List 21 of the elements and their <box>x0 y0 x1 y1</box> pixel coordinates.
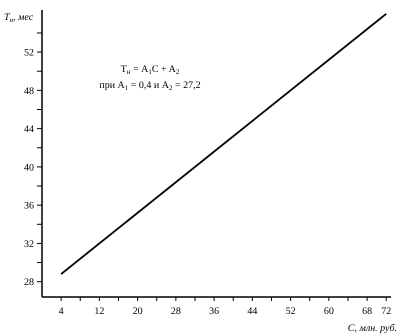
y-tick-label: 52 <box>24 48 34 59</box>
y-tick-label: 32 <box>24 238 34 250</box>
x-tick-label: 72 <box>381 306 392 317</box>
y-tick-label: 40 <box>24 162 34 174</box>
x-tick-label: 44 <box>247 306 258 317</box>
x-tick-label: 12 <box>94 306 104 317</box>
annotation: при A$_{1}$ = 0,4 и A$_{2}$ = 27,2 <box>99 80 201 92</box>
x-tick-label: 4 <box>58 306 64 317</box>
y-axis-title: T$_{н}$, мес <box>4 12 34 24</box>
y-tick-label: 36 <box>24 200 34 212</box>
x-tick-label: 52 <box>286 306 296 317</box>
x-tick-label: 60 <box>324 306 334 317</box>
x-tick-label: 68 <box>362 306 372 317</box>
y-tick-label: 48 <box>24 86 34 97</box>
x-tick-label: 28 <box>170 306 181 317</box>
x-tick-label: 36 <box>209 306 220 317</box>
y-tick-label: 28 <box>24 277 34 288</box>
y-tick-label: 44 <box>24 124 34 136</box>
annotation: T$_{н}$ = A$_{1}$C + A$_{2}$ <box>120 64 180 76</box>
x-tick-label: 20 <box>132 306 143 317</box>
x-axis-title: C, млн. руб. <box>348 323 397 334</box>
